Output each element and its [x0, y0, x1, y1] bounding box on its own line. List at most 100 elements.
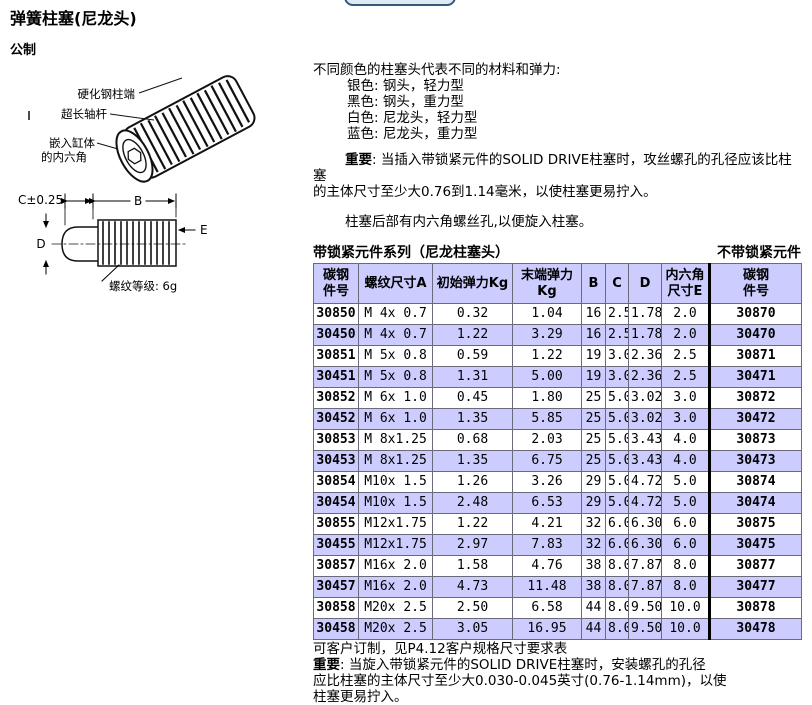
color-line-blue: 蓝色: 尼龙头，重力型	[347, 126, 478, 142]
table-caption-left: 带锁紧元件系列（尼龙柱塞头）	[313, 245, 509, 261]
dim-c-cell: 8.0	[605, 618, 629, 640]
dim-c-cell: 5.0	[605, 471, 629, 493]
header-dim-b: B	[581, 263, 606, 304]
initial-force-cell: 2.50	[432, 597, 513, 619]
page-title: 弹簧柱塞(尼龙头)	[10, 9, 137, 28]
part-number-cell: 30452	[313, 408, 359, 430]
footer-important-note: 重要: 当旋入带锁紧元件的SOLID DRIVE柱塞时，安装螺孔的孔径 应比柱塞…	[313, 657, 801, 705]
thread-size-cell: M 8x1.25	[358, 429, 433, 451]
dim-b-cell: 25	[581, 450, 606, 472]
dim-c-cell: 3.0	[605, 366, 629, 388]
part-number-nolock-cell: 30470	[708, 324, 802, 346]
dim-b-cell: 32	[581, 513, 606, 535]
final-force-cell: 3.26	[512, 471, 582, 493]
thread-size-cell: M16x 2.0	[358, 555, 433, 577]
label-hex-socket-1: 嵌入缸体	[49, 136, 95, 150]
final-force-cell: 6.75	[512, 450, 582, 472]
label-dim-e: E	[200, 223, 208, 237]
final-force-cell: 6.53	[512, 492, 582, 514]
dim-b-cell: 25	[581, 408, 606, 430]
header-final-force: 末端弹力 Kg	[512, 263, 582, 304]
initial-force-cell: 0.32	[432, 303, 513, 325]
final-force-cell: 11.48	[512, 576, 582, 598]
part-number-cell: 30458	[313, 618, 359, 640]
hex-size-cell: 5.0	[661, 471, 710, 493]
part-number-nolock-cell: 30478	[708, 618, 802, 640]
dim-c-cell: 3.0	[605, 345, 629, 367]
thread-size-cell: M 4x 0.7	[358, 324, 433, 346]
thread-size-cell: M20x 2.5	[358, 597, 433, 619]
header-thread-size: 螺纹尺寸A	[358, 263, 433, 304]
part-number-nolock-cell: 30877	[708, 555, 802, 577]
label-long-shaft: 超长轴杆	[61, 107, 107, 121]
dim-b-cell: 44	[581, 597, 606, 619]
plunger-side-view: C±0.25 B D E	[18, 193, 208, 293]
part-number-cell: 30454	[313, 492, 359, 514]
dim-c-cell: 8.0	[605, 597, 629, 619]
dim-c-cell: 5.0	[605, 492, 629, 514]
initial-force-cell: 0.45	[432, 387, 513, 409]
hex-size-cell: 2.0	[661, 303, 710, 325]
color-line-silver: 银色: 钢头，轻力型	[347, 78, 464, 94]
thread-size-cell: M 4x 0.7	[358, 303, 433, 325]
dim-d-cell: 9.50	[628, 618, 662, 640]
dim-d-cell: 1.78	[628, 303, 662, 325]
label-thread-class: 螺纹等级: 6g	[109, 279, 177, 293]
initial-force-cell: 1.35	[432, 408, 513, 430]
part-number-cell: 30855	[313, 513, 359, 535]
initial-force-cell: 2.48	[432, 492, 513, 514]
hex-size-cell: 8.0	[661, 555, 710, 577]
dim-d-cell: 4.72	[628, 471, 662, 493]
dim-d-cell: 3.02	[628, 408, 662, 430]
thread-size-cell: M10x 1.5	[358, 471, 433, 493]
part-number-nolock-cell: 30874	[708, 471, 802, 493]
rear-hex-note: 柱塞后部有内六角螺丝孔,以便旋入柱塞。	[345, 214, 593, 230]
part-number-nolock-cell: 30870	[708, 303, 802, 325]
hex-size-cell: 6.0	[661, 513, 710, 535]
dim-b-cell: 44	[581, 618, 606, 640]
dim-b-cell: 16	[581, 324, 606, 346]
label-hardened-end: 硬化钢柱端	[78, 87, 136, 101]
table-caption: 带锁紧元件系列（尼龙柱塞头） 不带锁紧元件	[313, 245, 801, 261]
final-force-cell: 4.76	[512, 555, 582, 577]
top-nav-button[interactable]	[344, 0, 456, 6]
part-number-nolock-cell: 30871	[708, 345, 802, 367]
color-line-black: 黑色: 钢头，重力型	[347, 94, 464, 110]
final-force-cell: 7.83	[512, 534, 582, 556]
final-force-cell: 1.80	[512, 387, 582, 409]
initial-force-cell: 1.58	[432, 555, 513, 577]
thread-size-cell: M 5x 0.8	[358, 366, 433, 388]
initial-force-cell: 0.59	[432, 345, 513, 367]
part-number-nolock-cell: 30878	[708, 597, 802, 619]
hex-size-cell: 10.0	[661, 618, 710, 640]
hex-size-cell: 8.0	[661, 576, 710, 598]
header-hex-size: 内六角 尺寸E	[661, 263, 710, 304]
final-force-cell: 5.85	[512, 408, 582, 430]
custom-order-note: 可客户订制，见P4.12客户规格尺寸要求表	[313, 641, 568, 657]
dim-c-cell: 2.5	[605, 324, 629, 346]
technical-drawing: 硬化钢柱端 超长轴杆 嵌入缸体 的内六角 C±0.25 B	[18, 75, 256, 293]
initial-force-cell: 0.68	[432, 429, 513, 451]
dim-c-cell: 5.0	[605, 387, 629, 409]
page-subtitle: 公制	[10, 43, 37, 58]
dim-d-cell: 6.30	[628, 513, 662, 535]
final-force-cell: 4.21	[512, 513, 582, 535]
part-number-cell: 30851	[313, 345, 359, 367]
part-number-cell: 30852	[313, 387, 359, 409]
dim-d-cell: 1.78	[628, 324, 662, 346]
initial-force-cell: 1.35	[432, 450, 513, 472]
part-number-cell: 30854	[313, 471, 359, 493]
thread-size-cell: M12x1.75	[358, 534, 433, 556]
header-dim-d: D	[628, 263, 662, 304]
final-force-cell: 2.03	[512, 429, 582, 451]
initial-force-cell: 4.73	[432, 576, 513, 598]
hex-size-cell: 10.0	[661, 597, 710, 619]
dim-c-cell: 5.0	[605, 450, 629, 472]
